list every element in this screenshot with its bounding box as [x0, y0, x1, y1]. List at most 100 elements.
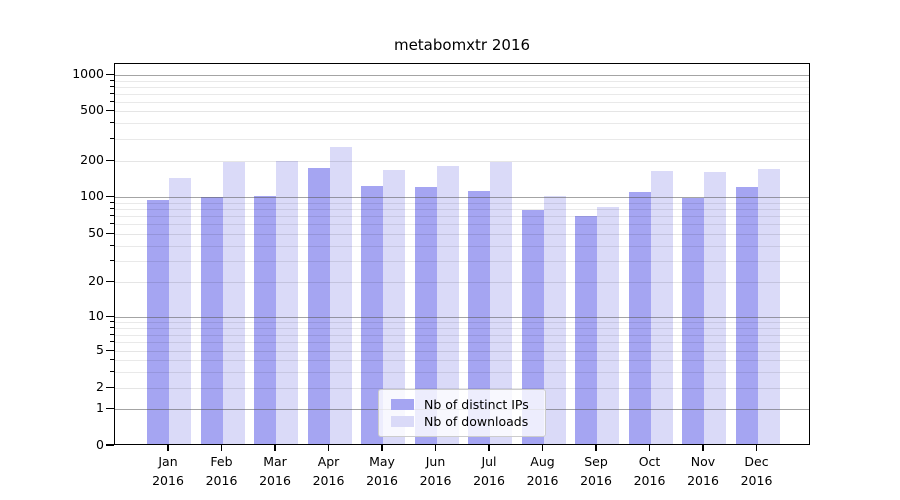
- bar-downloads-may: [383, 169, 405, 444]
- bar-distinct-ips-aug: [521, 209, 544, 444]
- x-tick-apr: [327, 444, 330, 451]
- gridline-y-8: [115, 327, 809, 329]
- bar-distinct-ips-mar: [254, 195, 276, 444]
- x-tick-label-aug: Aug 2016: [526, 454, 559, 488]
- y-tick-0: [106, 444, 114, 446]
- bar-downloads-feb: [222, 161, 245, 444]
- bar-downloads-sep: [597, 206, 619, 444]
- x-tick-jan: [167, 444, 169, 451]
- gridline-y-600: [115, 101, 809, 103]
- bar-downloads-dec: [757, 168, 780, 444]
- x-tick-label-sep: Sep 2016: [580, 454, 612, 488]
- y-minor-tick-9: [110, 321, 114, 323]
- bar-downloads-mar: [276, 160, 298, 444]
- y-tick-label-5: 5: [96, 342, 104, 357]
- y-minor-tick-80: [110, 207, 114, 209]
- y-minor-tick-70: [110, 215, 114, 216]
- gridline-y-40: [115, 245, 809, 247]
- gridline-y-10: [115, 317, 809, 319]
- bar-distinct-ips-sep: [575, 216, 597, 444]
- y-minor-tick-90: [110, 201, 114, 203]
- y-tick-label-20: 20: [88, 273, 104, 288]
- x-tick-sep: [595, 444, 597, 451]
- gridline-y-50: [115, 234, 809, 235]
- gridline-y-60: [115, 224, 809, 226]
- y-tick-label-10: 10: [88, 308, 104, 323]
- bar-downloads-jan: [169, 177, 191, 444]
- gridline-y-100: [115, 197, 809, 199]
- x-tick-label-nov: Nov 2016: [687, 454, 719, 488]
- y-minor-tick-60: [110, 223, 114, 225]
- gridline-y-5: [115, 351, 809, 352]
- y-tick-500: [106, 109, 114, 111]
- plot-area: [114, 63, 810, 445]
- bar-distinct-ips-may: [361, 185, 383, 444]
- gridline-y-20: [115, 282, 809, 283]
- y-minor-tick-4: [110, 359, 114, 360]
- y-tick-label-500: 500: [80, 102, 104, 117]
- legend-item-distinct-ips: Nb of distinct IPs: [387, 396, 537, 413]
- y-minor-tick-800: [110, 85, 114, 87]
- bar-downloads-oct: [650, 171, 673, 444]
- bar-downloads-jul: [490, 162, 512, 444]
- y-minor-tick-600: [110, 100, 114, 102]
- bar-downloads-apr: [329, 146, 352, 444]
- x-tick-label-dec: Dec 2016: [740, 454, 773, 488]
- gridline-y-9: [115, 322, 809, 324]
- legend-label-distinct-ips: Nb of distinct IPs: [424, 397, 529, 412]
- gridline-y-800: [115, 86, 809, 88]
- bar-distinct-ips-dec: [735, 187, 758, 444]
- x-tick-label-oct: Oct 2016: [633, 454, 666, 488]
- gridline-y-7: [115, 334, 809, 336]
- legend: Nb of distinct IPs Nb of downloads: [378, 389, 546, 437]
- y-minor-tick-3: [110, 370, 114, 372]
- gridline-y-90: [115, 202, 809, 204]
- y-tick-label-100: 100: [80, 188, 104, 203]
- y-tick-10: [106, 315, 114, 317]
- gridline-y-500: [115, 111, 809, 112]
- gridline-y-70: [115, 216, 809, 217]
- y-tick-2: [106, 386, 114, 388]
- x-tick-label-mar: Mar 2016: [259, 454, 291, 488]
- gridline-y-3: [115, 371, 809, 373]
- bar-downloads-jun: [436, 165, 459, 444]
- gridline-y-200: [115, 161, 809, 162]
- y-tick-label-200: 200: [80, 152, 104, 167]
- x-tick-label-feb: Feb 2016: [205, 454, 238, 488]
- gridline-y-300: [115, 138, 809, 140]
- legend-swatch-distinct-ips: [391, 399, 414, 410]
- x-tick-label-jan: Jan 2016: [152, 454, 184, 488]
- y-minor-tick-300: [110, 137, 114, 139]
- gridline-y-700: [115, 93, 809, 95]
- bar-distinct-ips-jan: [147, 200, 169, 444]
- bar-distinct-ips-apr: [307, 167, 330, 444]
- x-tick-label-may: May 2016: [366, 454, 398, 488]
- y-tick-50: [106, 232, 114, 234]
- y-tick-100: [106, 195, 114, 197]
- x-tick-oct: [648, 444, 651, 451]
- y-minor-tick-8: [110, 326, 114, 328]
- y-minor-tick-40: [110, 244, 114, 246]
- y-minor-tick-700: [110, 92, 114, 94]
- bar-distinct-ips-nov: [682, 197, 704, 444]
- chart-title: metabomxtr 2016: [393, 36, 531, 54]
- x-tick-jun: [434, 444, 437, 451]
- y-minor-tick-6: [110, 341, 114, 343]
- x-tick-mar: [274, 444, 276, 451]
- y-tick-1000: [106, 73, 114, 75]
- legend-swatch-downloads: [391, 416, 414, 427]
- y-minor-tick-30: [110, 259, 114, 261]
- y-tick-label-2: 2: [96, 379, 104, 394]
- x-tick-jul: [488, 444, 490, 451]
- y-tick-5: [106, 349, 114, 351]
- bar-downloads-aug: [543, 195, 566, 444]
- gridline-y-30: [115, 260, 809, 262]
- gridline-y-6: [115, 342, 809, 344]
- x-tick-label-jul: Jul 2016: [473, 454, 505, 488]
- y-tick-200: [106, 159, 114, 161]
- y-tick-label-1: 1: [96, 400, 104, 415]
- gridline-y-2: [115, 388, 809, 389]
- gridline-y-1000: [115, 75, 809, 77]
- y-minor-tick-400: [110, 122, 114, 124]
